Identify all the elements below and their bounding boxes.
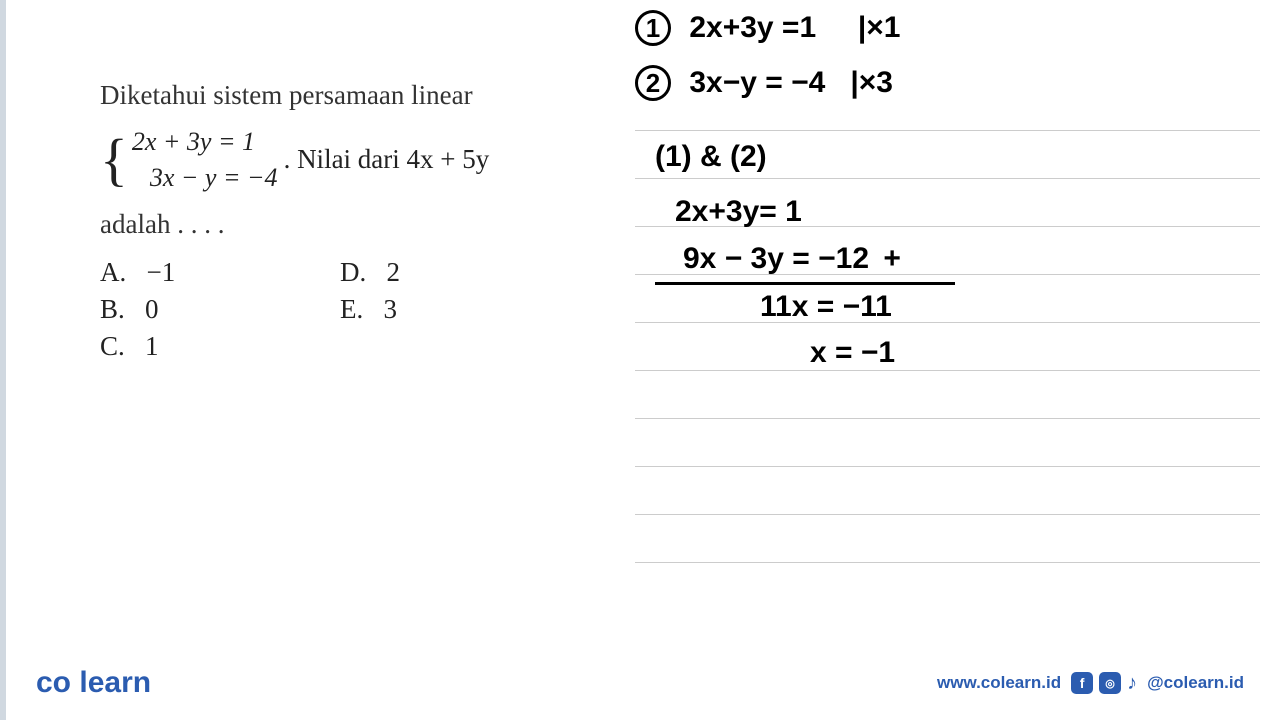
problem-tail: . Nilai dari 4x + 5y <box>284 144 490 175</box>
circled-2-icon: 2 <box>635 65 671 101</box>
choice-b: B. 0 <box>100 294 340 325</box>
logo: co learn <box>36 666 151 700</box>
work-area: 1 2x+3y =1 |×1 2 3x−y = −4 |×3 (1) & (2)… <box>635 10 1275 630</box>
tiktok-icon: ♪ <box>1127 672 1137 695</box>
footer-handle: @colearn.id <box>1147 673 1244 693</box>
circled-1-icon: 1 <box>635 10 671 46</box>
footer: co learn www.colearn.id f ◎ ♪ @colearn.i… <box>0 666 1280 700</box>
problem-area: Diketahui sistem persamaan linear { 2x +… <box>100 75 580 368</box>
choices: A. −1 B. 0 C. 1 D. 2 E. 3 <box>100 257 580 368</box>
work-line-5: 9x − 3y = −12 + <box>683 242 901 276</box>
facebook-icon: f <box>1071 672 1093 694</box>
footer-right: www.colearn.id f ◎ ♪ @colearn.id <box>937 672 1244 695</box>
footer-url: www.colearn.id <box>937 673 1061 693</box>
problem-intro: Diketahui sistem persamaan linear <box>100 75 580 116</box>
choice-e: E. 3 <box>340 294 580 325</box>
work-line-3: (1) & (2) <box>655 140 767 174</box>
addition-underline <box>655 282 955 285</box>
equations: 2x + 3y = 1 3x − y = −4 <box>132 124 278 197</box>
choice-a: A. −1 <box>100 257 340 288</box>
instagram-icon: ◎ <box>1099 672 1121 694</box>
work-line-2: 2 3x−y = −4 |×3 <box>635 65 893 101</box>
equation-system: { 2x + 3y = 1 3x − y = −4 . Nilai dari 4… <box>100 124 580 197</box>
work-line-7: x = −1 <box>810 336 895 370</box>
social-icons: f ◎ ♪ <box>1071 672 1137 695</box>
brace-icon: { <box>100 134 128 186</box>
work-line-1: 1 2x+3y =1 |×1 <box>635 10 900 46</box>
problem-ending: adalah . . . . <box>100 204 580 245</box>
left-border <box>0 0 6 720</box>
work-line-6: 11x = −11 <box>760 290 892 324</box>
work-line-4: 2x+3y= 1 <box>675 195 802 229</box>
choice-d: D. 2 <box>340 257 580 288</box>
equation-2: 3x − y = −4 <box>132 160 278 196</box>
choice-c: C. 1 <box>100 331 340 362</box>
equation-1: 2x + 3y = 1 <box>132 124 278 160</box>
